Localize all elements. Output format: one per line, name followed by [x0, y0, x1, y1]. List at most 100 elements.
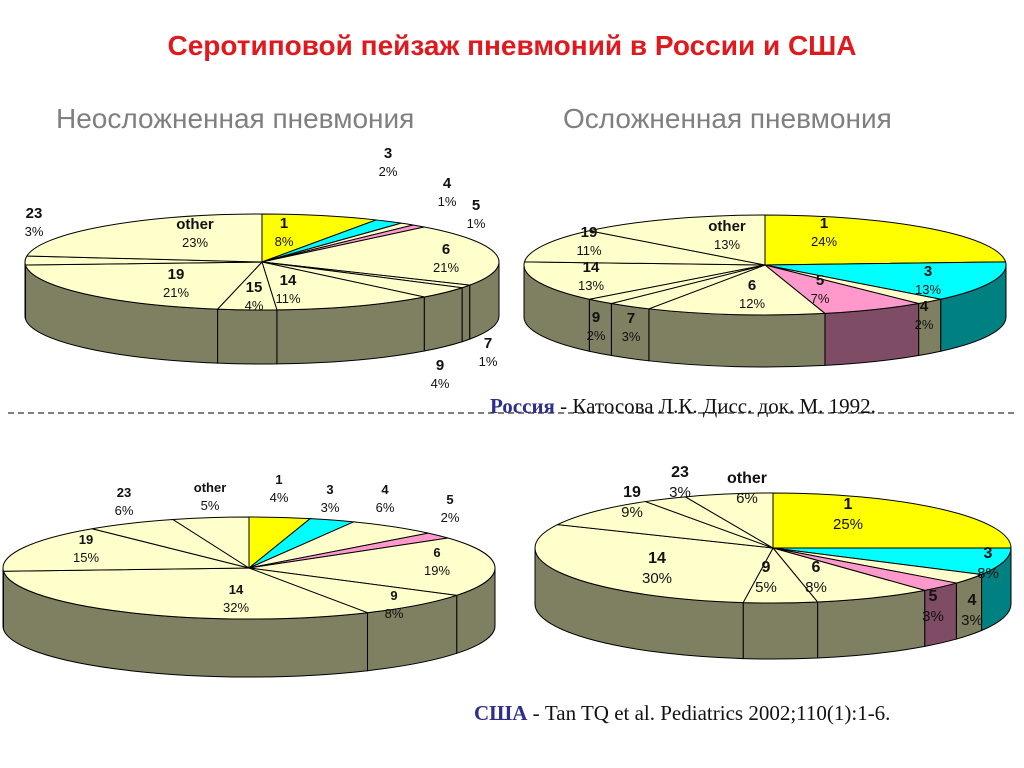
pie-slice-6 — [771, 547, 925, 603]
slice-value-9: 5% — [755, 579, 777, 596]
pie-top — [534, 492, 1012, 604]
slice-label-19: 19 — [79, 532, 93, 547]
slice-value-1: 24% — [811, 234, 837, 249]
slice-label-9: 9 — [762, 559, 771, 576]
pie-labels: 124%313%42%57%612%73%92%1413%1911%other1… — [576, 215, 941, 344]
slice-label-1: 1 — [820, 215, 828, 232]
slice-value-3: 2% — [379, 164, 398, 179]
pie-sides — [2, 567, 496, 678]
pie-slice-19 — [523, 230, 766, 266]
source-usa-country: США — [474, 701, 528, 725]
pie-slice-14 — [523, 261, 766, 300]
slice-label-1: 1 — [275, 472, 282, 487]
pie-slice-19 — [2, 528, 250, 572]
slice-label-3: 3 — [924, 263, 932, 280]
source-usa: США - Tan TQ et al. Pediatrics 2002;110(… — [474, 701, 890, 726]
pie-sides — [523, 264, 1007, 368]
slice-label-14: 14 — [583, 259, 600, 276]
slice-label-23: 23 — [26, 205, 43, 222]
slice-label-4: 4 — [968, 592, 977, 609]
slice-label-14: 14 — [229, 582, 244, 597]
slice-label-1: 1 — [844, 496, 853, 513]
source-russia-text: - Катосова Л.К. Дисс. док. М. 1992. — [554, 394, 876, 418]
slice-label-9: 9 — [436, 357, 444, 374]
source-russia-country: Россия — [490, 394, 555, 418]
pie-labels: 1 4% 3 3% 4 6% 5 2% 6 19% 9 8% 14 32% 19 15% 23 6% other 5% — [73, 472, 460, 621]
slice-value-3: 3% — [321, 500, 340, 515]
slice-value-3: 8% — [977, 565, 999, 582]
slice-label-3: 3 — [326, 482, 333, 497]
slice-label-5: 5 — [472, 197, 480, 214]
pie-slice-3 — [764, 261, 1007, 300]
slice-label-19: 19 — [623, 484, 641, 501]
page-title: Серотиповой пейзаж пневмоний в России и … — [167, 30, 857, 61]
slice-value-9: 2% — [587, 328, 606, 343]
pie-slice-3 — [772, 547, 1012, 576]
slice-label-1: 1 — [280, 215, 288, 232]
slice-value-6: 12% — [739, 296, 765, 311]
slice-value-4: 3% — [961, 612, 983, 629]
slice-label-19: 19 — [168, 266, 185, 283]
slice-label-23: 23 — [117, 485, 131, 500]
pie-slice-6 — [261, 226, 500, 286]
slice-value-4: 6% — [376, 500, 395, 515]
slice-value-5: 1% — [467, 216, 486, 231]
slice-label-other: other — [708, 218, 746, 235]
slice-label-3: 3 — [384, 145, 392, 162]
slice-value-19: 21% — [163, 285, 189, 300]
slice-label-7: 7 — [627, 310, 635, 327]
pie-slice-14 — [261, 261, 425, 311]
slice-value-23: 6% — [115, 503, 134, 518]
slice-value-other: 23% — [182, 235, 208, 250]
slice-value-4: 2% — [915, 317, 934, 332]
slice-label-6: 6 — [442, 241, 450, 258]
slice-value-9: 8% — [385, 606, 404, 621]
slice-value-7: 1% — [479, 354, 498, 369]
slice-value-7: 3% — [622, 329, 641, 344]
slice-label-23: 23 — [671, 464, 689, 481]
section-divider — [8, 412, 1014, 414]
slice-value-14: 11% — [275, 291, 300, 306]
slice-value-15: 4% — [245, 298, 264, 313]
source-usa-text: - Tan TQ et al. Pediatrics 2002;110(1):1… — [527, 701, 891, 725]
slice-value-5: 3% — [922, 608, 944, 625]
pie-slice-1 — [261, 213, 377, 263]
slice-label-6: 6 — [433, 545, 440, 560]
pie-slice-other — [25, 213, 263, 263]
slice-value-6: 8% — [805, 579, 827, 596]
slice-value-14: 32% — [223, 600, 249, 615]
pie-slice-other — [171, 516, 250, 569]
pie-sides — [24, 261, 500, 365]
slice-value-14: 13% — [578, 278, 604, 293]
slice-value-1: 8% — [275, 234, 294, 249]
slice-value-5: 7% — [811, 291, 830, 306]
pie-top — [523, 214, 1007, 316]
slice-label-7: 7 — [484, 335, 492, 352]
pie-slice-1 — [772, 492, 1012, 549]
pie-labels: 1 8% 3 2% 4 1% 5 1% 6 21% 7 1% 9 4% 14 11% 15 4% 19 21% 23 3%… — [25, 145, 498, 391]
slice-value-19: 9% — [621, 504, 643, 521]
slice-value-1: 4% — [270, 490, 289, 505]
slice-value-3: 13% — [915, 282, 941, 297]
slice-value-other: 5% — [201, 498, 220, 513]
slice-value-other: 13% — [714, 237, 740, 252]
slice-label-4: 4 — [443, 175, 452, 192]
slice-label-other: other — [727, 470, 767, 487]
slice-value-23: 3% — [25, 224, 44, 239]
slice-label-5: 5 — [929, 588, 938, 605]
slice-label-4: 4 — [920, 298, 929, 315]
pie-slice-5 — [764, 264, 919, 314]
slice-value-19: 15% — [73, 550, 99, 565]
slice-label-6: 6 — [748, 277, 756, 294]
slice-value-4: 1% — [438, 194, 457, 209]
pie-slice-14 — [2, 567, 368, 620]
pie-slice-6 — [648, 264, 827, 316]
pie-slice-1 — [764, 214, 1007, 266]
slice-label-9: 9 — [390, 588, 397, 603]
slice-value-5: 2% — [441, 510, 460, 525]
pie-slice-6 — [248, 537, 496, 596]
